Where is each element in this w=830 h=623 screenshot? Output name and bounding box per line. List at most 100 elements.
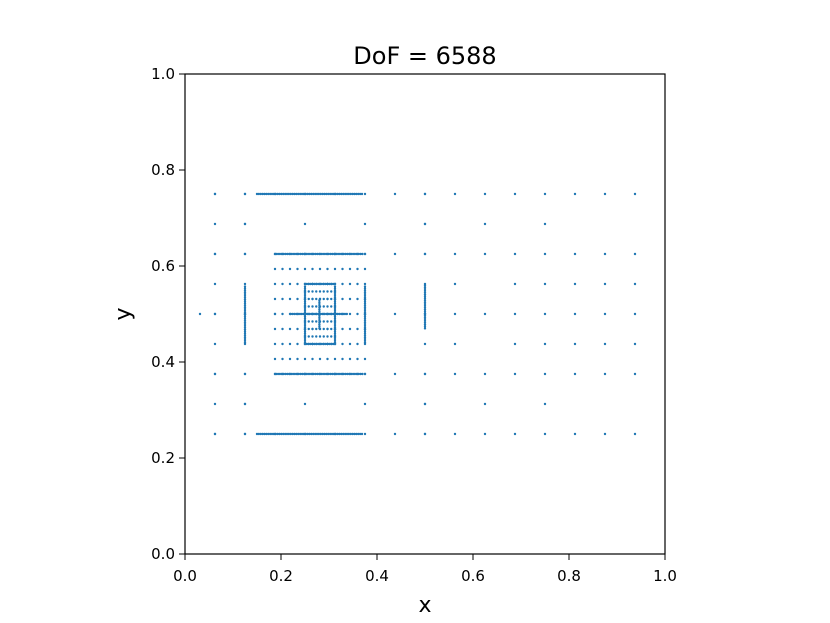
data-point bbox=[303, 372, 307, 376]
data-point bbox=[318, 325, 321, 328]
data-point bbox=[573, 312, 577, 316]
data-point bbox=[274, 432, 277, 436]
data-point bbox=[633, 432, 637, 436]
data-point bbox=[296, 267, 299, 271]
data-point bbox=[633, 372, 637, 376]
data-point bbox=[333, 267, 337, 271]
data-point bbox=[267, 192, 270, 196]
data-point bbox=[316, 252, 319, 256]
data-point bbox=[278, 372, 282, 376]
data-point bbox=[309, 342, 312, 346]
data-point bbox=[328, 282, 331, 286]
data-point bbox=[281, 252, 284, 256]
data-point bbox=[318, 310, 321, 313]
data-point bbox=[348, 252, 352, 256]
data-point bbox=[322, 335, 325, 338]
data-point bbox=[363, 327, 367, 331]
data-point bbox=[300, 192, 304, 196]
data-point bbox=[363, 372, 367, 376]
data-point bbox=[343, 192, 347, 196]
data-point bbox=[305, 342, 309, 346]
data-point bbox=[270, 432, 274, 436]
data-point bbox=[423, 402, 427, 406]
data-point bbox=[318, 300, 321, 304]
data-point bbox=[423, 325, 427, 328]
data-point bbox=[311, 312, 314, 316]
data-point bbox=[265, 432, 268, 436]
data-point bbox=[423, 293, 427, 296]
data-point bbox=[259, 192, 262, 196]
data-point bbox=[321, 372, 325, 376]
data-point bbox=[333, 300, 337, 303]
data-point bbox=[357, 192, 360, 196]
y-axis-label: y bbox=[111, 307, 136, 320]
data-point bbox=[288, 342, 292, 346]
data-point bbox=[363, 334, 367, 337]
data-point bbox=[363, 402, 367, 406]
data-point bbox=[243, 289, 247, 292]
data-point bbox=[243, 282, 247, 286]
data-point bbox=[307, 342, 310, 346]
data-point bbox=[348, 372, 352, 376]
data-point bbox=[295, 192, 298, 196]
data-point bbox=[483, 372, 487, 376]
data-point bbox=[293, 312, 296, 316]
data-point bbox=[543, 222, 547, 226]
data-point bbox=[423, 252, 427, 256]
data-point bbox=[273, 282, 277, 286]
data-point bbox=[288, 297, 292, 301]
data-point bbox=[303, 357, 307, 361]
data-point bbox=[289, 432, 292, 436]
data-point bbox=[333, 252, 337, 256]
data-point bbox=[363, 315, 367, 318]
data-point bbox=[311, 305, 314, 308]
data-point bbox=[315, 192, 319, 196]
data-point bbox=[573, 432, 577, 436]
data-point bbox=[281, 327, 284, 331]
data-point bbox=[359, 372, 362, 376]
data-point bbox=[293, 192, 296, 196]
data-point bbox=[322, 290, 325, 293]
data-point bbox=[355, 432, 358, 436]
data-point bbox=[330, 282, 333, 286]
data-point bbox=[453, 252, 457, 256]
data-point bbox=[338, 312, 341, 316]
data-point bbox=[288, 282, 292, 286]
data-point bbox=[358, 432, 362, 436]
data-point bbox=[243, 305, 247, 309]
data-point bbox=[363, 319, 367, 322]
data-point bbox=[334, 192, 337, 196]
data-point bbox=[347, 432, 351, 436]
data-point bbox=[633, 282, 637, 286]
data-point bbox=[319, 192, 322, 196]
data-point bbox=[333, 307, 337, 311]
data-point bbox=[243, 296, 247, 299]
data-point bbox=[513, 312, 517, 316]
data-point bbox=[303, 300, 307, 303]
data-point bbox=[338, 432, 341, 436]
data-point bbox=[298, 432, 302, 436]
data-point bbox=[363, 289, 367, 292]
data-point bbox=[363, 297, 367, 301]
data-point bbox=[243, 326, 247, 329]
data-point bbox=[333, 317, 337, 320]
data-point bbox=[393, 432, 397, 436]
y-tick-label: 1.0 bbox=[151, 65, 175, 83]
data-point bbox=[255, 432, 259, 436]
data-point bbox=[311, 327, 314, 331]
data-point bbox=[296, 372, 299, 376]
data-point bbox=[293, 372, 297, 376]
data-point bbox=[330, 312, 333, 316]
data-point bbox=[326, 297, 329, 301]
data-point bbox=[321, 192, 324, 196]
data-point bbox=[483, 312, 487, 316]
data-point bbox=[296, 357, 299, 361]
data-point bbox=[333, 339, 337, 343]
data-point bbox=[308, 432, 311, 436]
data-point bbox=[318, 323, 321, 326]
data-point bbox=[453, 432, 457, 436]
data-point bbox=[328, 432, 332, 436]
data-point bbox=[213, 252, 217, 256]
data-point bbox=[288, 327, 292, 331]
data-point bbox=[543, 432, 547, 436]
